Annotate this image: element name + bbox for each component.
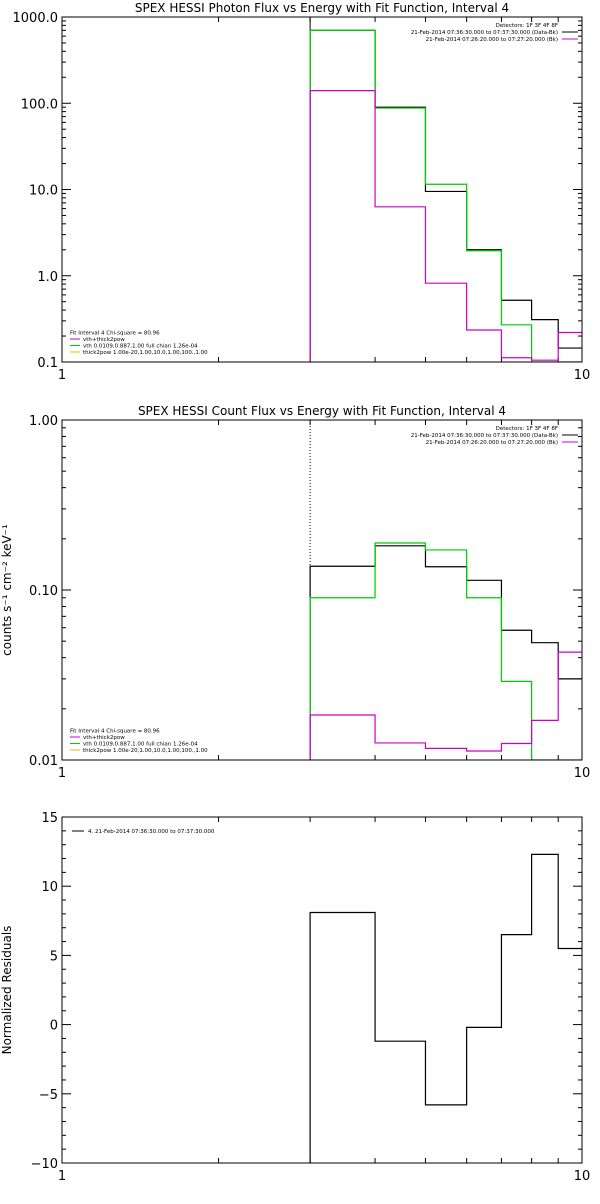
panel-2: SPEX HESSI Count Flux vs Energy with Fit… <box>0 404 590 781</box>
y-axis-label: counts s⁻¹ cm⁻² keV⁻¹ <box>0 524 14 656</box>
y-tick-label: 0.1 <box>37 356 58 371</box>
y-tick-label: 10.0 <box>29 184 58 199</box>
series-1-line <box>309 853 582 1163</box>
series-3-line <box>309 651 582 760</box>
y-tick-label: 10 <box>41 880 58 895</box>
legend-entry: 21-Feb-2014 07:26:20.000 to 07:27:20.000… <box>426 37 558 43</box>
y-tick-label: 1.00 <box>29 414 58 429</box>
panel-3: Normalized Residuals −10 −5 0 5 10 15 1 10 4. 21-… <box>0 811 590 1184</box>
y-axis-label: Normalized Residuals <box>0 926 14 1055</box>
y-tick-label: 1.0 <box>37 270 58 285</box>
plot-frame <box>61 419 583 761</box>
series-1-line <box>309 29 582 362</box>
series-1-line <box>309 545 582 760</box>
fit-legend-entry: thick2pow 1.00e-20,1.00,10.0,1.00,100.,1… <box>83 748 208 754</box>
legend-entry: 4. 21-Feb-2014 07:36:30.000 to 07:37:30.… <box>88 829 215 835</box>
fit-legend-entry: vth 0.0109,0.887,1.00 full chian 1.26e-0… <box>83 742 198 748</box>
fit-legend-entry: vth 0.0109,0.887,1.00 full chian 1.26e-0… <box>83 344 198 350</box>
legend-entry: 21-Feb-2014 07:26:20.000 to 07:27:20.000… <box>426 440 558 446</box>
minor-ticks <box>62 420 582 760</box>
fit-legend-entry: vth+thick2pow <box>83 337 125 343</box>
legend-entry: Detectors: 1F 3F 4F 8F <box>496 426 558 432</box>
x-tick-label: 10 <box>574 1169 591 1184</box>
y-tick-label: 0.10 <box>29 584 58 599</box>
x-tick-label: 1 <box>58 766 66 781</box>
fit-legend-title: Fit Interval 4 Chi-square = 80.96 <box>70 729 160 735</box>
y-tick-label: 5 <box>50 949 58 964</box>
fit-legend: Fit Interval 4 Chi-square = 80.96vth+thi… <box>70 729 208 754</box>
y-tick-label: 0 <box>50 1019 58 1034</box>
chart-title: SPEX HESSI Count Flux vs Energy with Fit… <box>138 404 506 418</box>
y-tick-label: −5 <box>39 1088 58 1103</box>
series-2-line <box>309 29 582 362</box>
plot-frame <box>61 816 583 1164</box>
fit-legend-entry: thick2pow 1.00e-20,1.00,10.0,1.00,100.,1… <box>83 350 208 356</box>
series-2-line <box>309 542 582 760</box>
y-tick-label: 1000.0 <box>13 11 59 26</box>
minor-ticks <box>62 17 582 362</box>
x-tick-label: 10 <box>574 766 591 781</box>
fit-legend-entry: vth+thick2pow <box>83 735 125 741</box>
legend-entry: Detectors: 1F 3F 4F 8F <box>496 23 558 29</box>
x-tick-label: 1 <box>58 1169 66 1184</box>
series-3-line <box>309 90 582 362</box>
panel-1: SPEX HESSI Photon Flux vs Energy with Fi… <box>13 1 591 383</box>
fit-legend: Fit Interval 4 Chi-square = 80.96vth+thi… <box>70 331 208 356</box>
chart-title: SPEX HESSI Photon Flux vs Energy with Fi… <box>135 1 509 15</box>
legend-entry: 21-Feb-2014 07:36:30.000 to 07:37:30.000… <box>411 30 558 36</box>
legend: 4. 21-Feb-2014 07:36:30.000 to 07:37:30.… <box>72 829 215 835</box>
plot-frame <box>61 16 583 363</box>
x-tick-label: 1 <box>58 368 66 383</box>
legend-entry: 21-Feb-2014 07:36:30.000 to 07:37:30.000… <box>411 433 558 439</box>
y-tick-label: 15 <box>41 811 58 826</box>
y-tick-label: −10 <box>31 1157 58 1172</box>
y-tick-label: 100.0 <box>21 97 58 112</box>
fit-legend-title: Fit Interval 4 Chi-square = 80.96 <box>70 331 160 337</box>
x-tick-label: 10 <box>574 368 591 383</box>
minor-ticks <box>62 817 582 1163</box>
y-tick-label: 0.01 <box>29 754 58 769</box>
